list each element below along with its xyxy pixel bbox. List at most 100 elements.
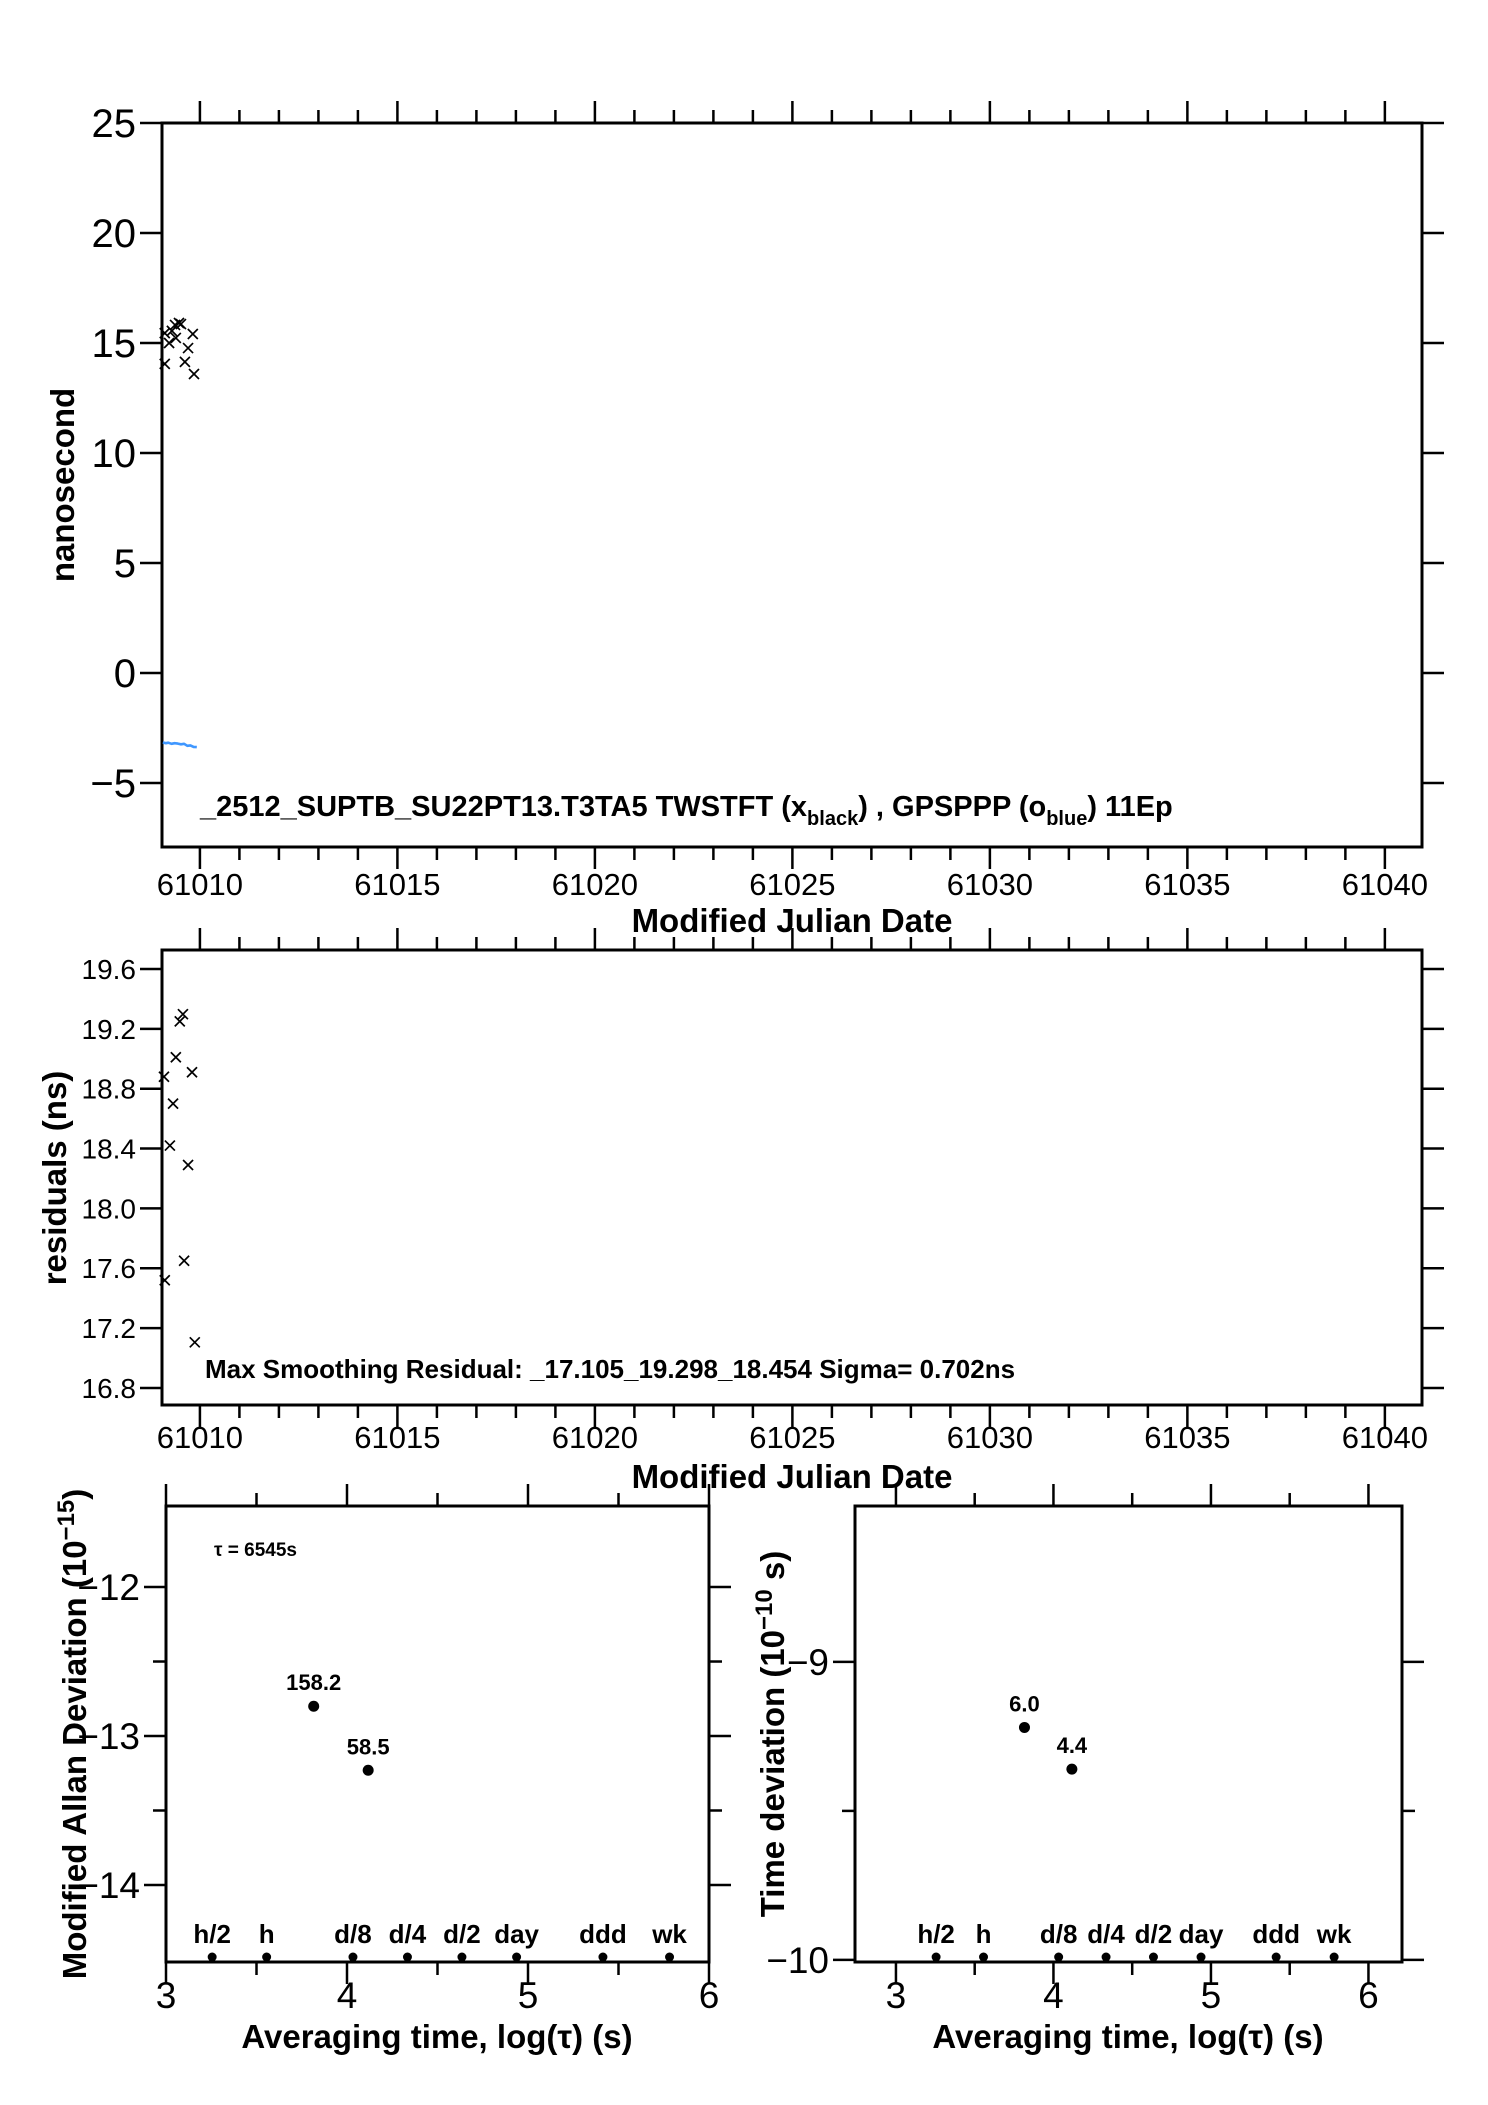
- x-tick-label: 61025: [749, 867, 835, 902]
- x-marker: [166, 325, 178, 337]
- tau-tick-dot: [665, 1952, 675, 1962]
- tau-tick-dot: [1054, 1952, 1064, 1962]
- x-axis-title: Averaging time, log(τ) (s): [241, 2018, 632, 2055]
- x-marker: [159, 358, 171, 370]
- x-marker: [163, 337, 175, 349]
- tau-tick-label: d/2: [443, 1919, 481, 1949]
- x-tick-label: 61015: [354, 1420, 440, 1455]
- x-tick-label: 61015: [354, 867, 440, 902]
- data-point-value-label: 158.2: [286, 1670, 341, 1695]
- x-tick-label: 61035: [1144, 1420, 1230, 1455]
- x-marker: [177, 1008, 189, 1020]
- tau-tick-label: d/4: [1087, 1919, 1125, 1949]
- x-axis-title: Averaging time, log(τ) (s): [932, 2018, 1323, 2055]
- y-tick-label: 19.2: [82, 1014, 137, 1045]
- tau-tick-dot: [1271, 1952, 1281, 1962]
- x-marker: [182, 342, 194, 354]
- panel-tdev: 3 4 5 6 −9 −10 6.0 4.4 h/2 h d/8 d/4 d/2 day ddd wk Aver…: [751, 1484, 1424, 2055]
- y-axis: −12 −13 −14: [77, 1567, 731, 1906]
- panel-residuals: 61010 61015 61020 61025 61030 61035 6104019.61…: [36, 928, 1444, 1495]
- tau-tick-dot: [979, 1952, 989, 1962]
- x-marker: [167, 1098, 179, 1110]
- series-tdev-points: 6.0 4.4: [1009, 1691, 1088, 1775]
- x-axis-title: Modified Julian Date: [632, 1458, 953, 1495]
- y-tick-label: −9: [787, 1642, 829, 1683]
- tau-tick-label: h: [259, 1919, 275, 1949]
- tau-tick-dot: [512, 1952, 522, 1962]
- y-tick-label: 0: [114, 652, 136, 696]
- plot-frame: [160, 948, 1424, 1407]
- x-tick-label: 61020: [552, 867, 638, 902]
- series-smoothing-residuals: [158, 1008, 201, 1348]
- data-point: [1018, 1721, 1030, 1733]
- x-tick-label: 6: [699, 1975, 720, 2016]
- x-tick-label: 61040: [1342, 1420, 1428, 1455]
- y-axis-title: Modified Allan Deviation (10−15): [53, 1489, 93, 1980]
- y-tick-label: 20: [92, 212, 137, 256]
- y-tick-label: 17.6: [82, 1253, 137, 1284]
- tau-tick-label: day: [1179, 1919, 1224, 1949]
- y-axis-title: nanosecond: [44, 388, 81, 582]
- x-axis: 3 4 5 6: [886, 1484, 1379, 2016]
- y-tick-label: 19.6: [82, 954, 137, 985]
- y-tick-label: 16.8: [82, 1373, 137, 1404]
- tau-tick-label: d/8: [1040, 1919, 1078, 1949]
- y-tick-label: 15: [92, 322, 137, 366]
- tau-tick-dot: [402, 1952, 412, 1962]
- data-point: [362, 1764, 374, 1776]
- y-tick-label: −13: [77, 1716, 140, 1757]
- x-tick-label: 3: [156, 1975, 177, 2016]
- x-marker: [170, 332, 182, 344]
- x-tick-label: 61035: [1144, 867, 1230, 902]
- x-marker: [158, 1071, 170, 1083]
- tau-tick-label: d/4: [389, 1919, 427, 1949]
- x-tick-label: 61030: [947, 1420, 1033, 1455]
- y-tick-label: 18.0: [82, 1193, 137, 1224]
- data-point: [308, 1700, 320, 1712]
- x-marker: [164, 1139, 176, 1152]
- tau-tick-label: h/2: [917, 1919, 955, 1949]
- panel-mdev: 3 4 5 6 −12 −13 −14 158.2 58.5 h/2 h d/8 d/4 d/2 day dd…: [53, 1484, 731, 2055]
- y-axis: 19.6 19.2 18.8 18.4 18.0 17.6 17.2 16.8: [82, 954, 1444, 1404]
- panel-annotation: Max Smoothing Residual: _17.105_19.298_1…: [205, 1354, 1015, 1384]
- tau-tick-label: h/2: [193, 1919, 231, 1949]
- data-line: [162, 741, 197, 749]
- x-axis: 3 4 5 6: [156, 1484, 720, 2016]
- panel-title: _2512_SUPTB_SU22PT13.T3TA5 TWSTFT (xblac…: [199, 791, 1173, 830]
- plot-frame: [164, 1504, 711, 1964]
- tau-tick-dot: [1196, 1952, 1206, 1962]
- tau-tick-dot: [1329, 1952, 1339, 1962]
- x-tick-label: 61030: [947, 867, 1033, 902]
- tau-tick-dot: [348, 1952, 358, 1962]
- x-axis: 61010 61015 61020 61025 61030 61035 61040: [157, 928, 1428, 1455]
- tau-tick-label: wk: [1316, 1919, 1352, 1949]
- y-tick-label: 10: [92, 432, 137, 476]
- series-GPSPPP: [162, 741, 197, 749]
- y-axis-title: Time deviation (10−10 s): [751, 1551, 791, 1918]
- tau-tick-dot: [1101, 1952, 1111, 1962]
- x-tick-label: 61010: [157, 1420, 243, 1455]
- tau-tick-row: h/2 h d/8 d/4 d/2 day ddd wk: [917, 1919, 1352, 1962]
- data-point-value-label: 6.0: [1009, 1691, 1040, 1716]
- x-tick-label: 5: [518, 1975, 539, 2016]
- x-tick-label: 61025: [749, 1420, 835, 1455]
- tau-tick-label: ddd: [1252, 1919, 1300, 1949]
- plot-frame: [853, 1504, 1404, 1964]
- x-tick-label: 3: [886, 1975, 907, 2016]
- x-marker: [189, 1336, 201, 1348]
- tau-tick-dot: [457, 1952, 467, 1962]
- data-point-value-label: 58.5: [347, 1734, 390, 1759]
- panel-time-transfer: 61010 61015 61020 61025 61030 61035 61040 25 20 1…: [44, 101, 1444, 939]
- y-tick-label: 18.8: [82, 1074, 137, 1105]
- panel-annotation: τ = 6545s: [214, 1540, 297, 1561]
- data-point: [1066, 1763, 1078, 1775]
- tau-tick-label: wk: [651, 1919, 687, 1949]
- y-axis-title: residuals (ns): [36, 1071, 73, 1286]
- tau-tick-dot: [1148, 1952, 1158, 1962]
- tau-tick-label: d/2: [1135, 1919, 1173, 1949]
- tau-tick-dot: [207, 1952, 217, 1962]
- x-axis: 61010 61015 61020 61025 61030 61035 61040: [157, 101, 1428, 902]
- x-marker: [175, 318, 187, 330]
